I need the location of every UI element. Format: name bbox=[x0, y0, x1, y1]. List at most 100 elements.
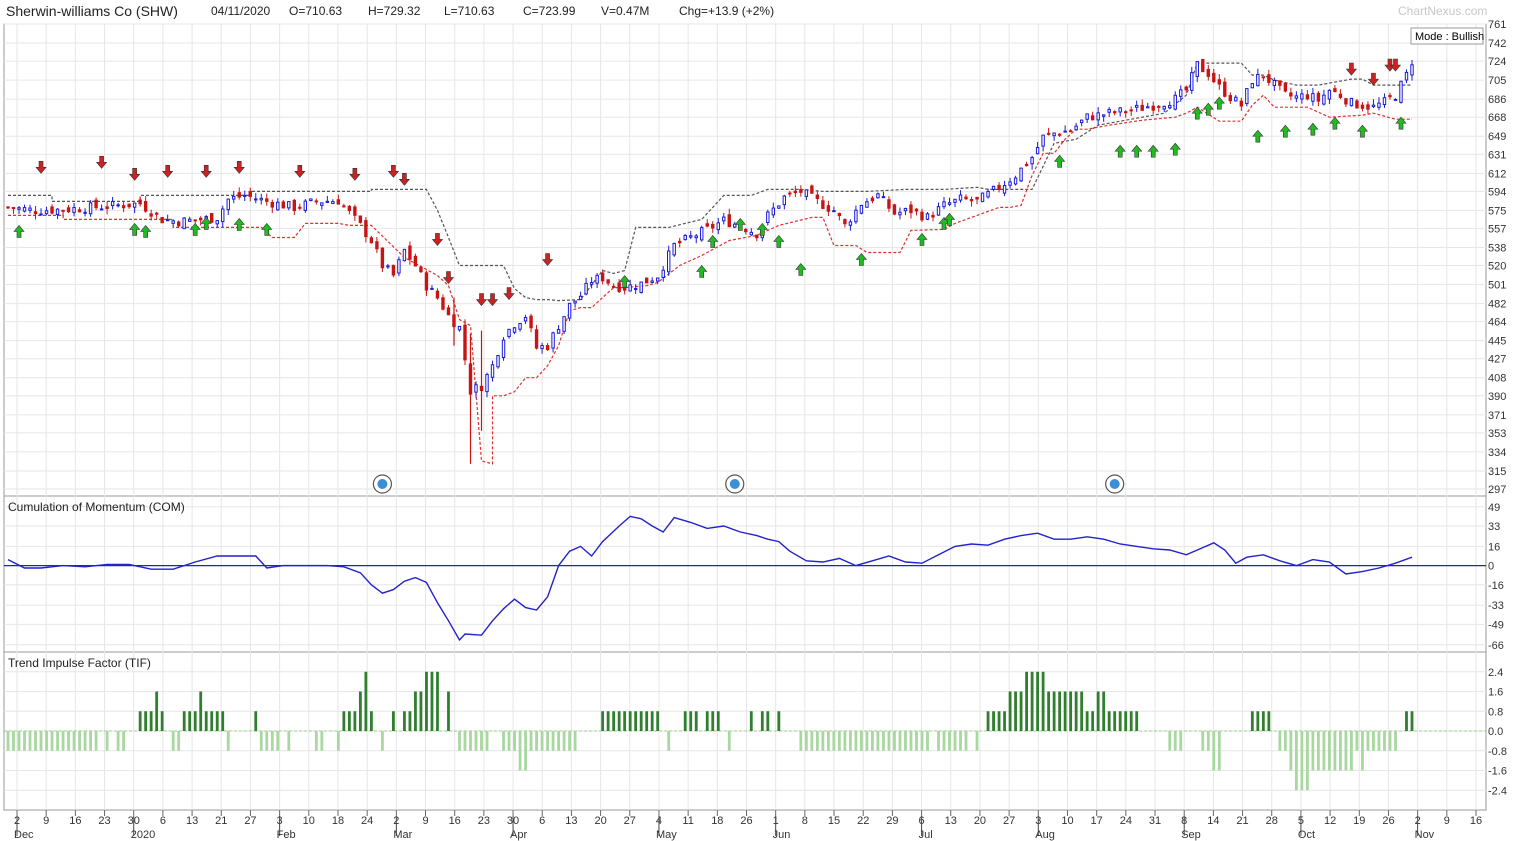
candle-body bbox=[832, 210, 836, 213]
buy-arrow-icon bbox=[707, 234, 719, 248]
tif-bar bbox=[1355, 731, 1359, 751]
sell-arrow-icon bbox=[1389, 58, 1402, 72]
candle-body bbox=[727, 214, 731, 228]
candle-body bbox=[744, 228, 748, 233]
candle-body bbox=[309, 198, 313, 202]
header-low: L=710.63 bbox=[444, 4, 495, 18]
tif-bar bbox=[276, 731, 280, 751]
candle-body bbox=[870, 197, 875, 202]
candle-body bbox=[397, 259, 401, 274]
tif-bar bbox=[1135, 711, 1139, 731]
candle-body bbox=[364, 220, 368, 238]
candle-body bbox=[1101, 114, 1106, 117]
candle-body bbox=[1140, 104, 1144, 111]
candle-body bbox=[633, 288, 638, 291]
candle-body bbox=[1074, 125, 1078, 131]
candle-body bbox=[1024, 163, 1029, 167]
candle-body bbox=[804, 189, 809, 197]
x-tick-label: 20 bbox=[594, 815, 606, 827]
candle-body bbox=[435, 290, 440, 299]
tif-bar bbox=[1377, 731, 1381, 751]
x-tick-label: 16 bbox=[1470, 815, 1482, 827]
buy-arrow-icon bbox=[696, 265, 708, 278]
candle-body bbox=[507, 328, 511, 338]
x-tick-label: 6 bbox=[539, 815, 545, 827]
candle-body bbox=[931, 214, 935, 218]
candle-body bbox=[243, 194, 247, 197]
tif-bar bbox=[414, 691, 417, 731]
candle-body bbox=[1052, 132, 1056, 137]
x-tick-label: 13 bbox=[186, 815, 198, 827]
candle-body bbox=[1283, 82, 1288, 92]
price-y-tick-label: 390 bbox=[1488, 391, 1506, 403]
tif-bar bbox=[204, 711, 208, 731]
candle-body bbox=[1239, 100, 1244, 107]
candle-body bbox=[551, 332, 555, 349]
month-label: Nov bbox=[1415, 829, 1435, 841]
tif-bar bbox=[1206, 731, 1210, 751]
candle-body bbox=[380, 247, 385, 269]
tif-bar bbox=[1289, 731, 1293, 771]
candle-body bbox=[881, 196, 886, 199]
x-tick-label: 9 bbox=[422, 815, 428, 827]
candle-body bbox=[402, 248, 407, 262]
com-title: Cumulation of Momentum (COM) bbox=[8, 500, 185, 514]
tif-bar bbox=[61, 731, 65, 751]
tif-bar bbox=[843, 731, 847, 751]
candle-body bbox=[1068, 130, 1073, 133]
candle-body bbox=[655, 277, 660, 282]
price-y-tick-label: 371 bbox=[1488, 410, 1506, 422]
tif-y-tick-label: -2.4 bbox=[1488, 785, 1507, 797]
price-y-tick-label: 482 bbox=[1488, 299, 1506, 311]
tif-bar bbox=[392, 711, 395, 731]
tif-bar bbox=[1217, 731, 1221, 771]
candle-body bbox=[1393, 98, 1398, 101]
candle-body bbox=[1272, 79, 1277, 87]
candle-body bbox=[534, 329, 539, 349]
price-panel bbox=[3, 23, 1487, 497]
tif-bar bbox=[1261, 711, 1265, 731]
candle-body bbox=[1179, 89, 1183, 97]
candle-body bbox=[199, 217, 203, 221]
price-y-tick-label: 520 bbox=[1488, 261, 1506, 273]
tif-bar bbox=[860, 731, 863, 751]
candle-body bbox=[353, 206, 357, 216]
candle-body bbox=[595, 274, 599, 284]
candle-body bbox=[408, 245, 412, 260]
tif-bar bbox=[518, 731, 522, 771]
candle-body bbox=[876, 193, 880, 199]
tif-bar bbox=[1118, 711, 1122, 731]
candle-body bbox=[171, 220, 175, 224]
price-y-tick-label: 631 bbox=[1488, 149, 1506, 161]
candle-body bbox=[1333, 88, 1337, 93]
tif-y-tick-label: 0.8 bbox=[1488, 706, 1503, 718]
tif-bar bbox=[904, 731, 907, 751]
candle-body bbox=[501, 339, 506, 359]
candle-body bbox=[165, 219, 170, 222]
tif-bar bbox=[1058, 691, 1062, 731]
candle-body bbox=[160, 217, 164, 224]
candle-body bbox=[644, 277, 649, 284]
tif-bar bbox=[215, 711, 219, 731]
candle-body bbox=[705, 223, 709, 227]
candle-body bbox=[1195, 61, 1199, 77]
candle-body bbox=[485, 373, 489, 393]
candle-body bbox=[1107, 108, 1111, 113]
candle-body bbox=[1184, 86, 1188, 91]
price-y-tick-label: 315 bbox=[1488, 466, 1506, 478]
tif-bar bbox=[546, 731, 549, 751]
tif-bar bbox=[639, 711, 643, 731]
candle-body bbox=[672, 242, 676, 256]
candle-body bbox=[925, 213, 930, 220]
candle-body bbox=[512, 327, 517, 333]
sell-arrow-icon bbox=[95, 156, 108, 169]
x-tick-label: 12 bbox=[1324, 815, 1336, 827]
tif-bar bbox=[436, 671, 439, 731]
candle-body bbox=[1305, 94, 1310, 100]
candle-body bbox=[573, 300, 577, 304]
candle-body bbox=[865, 201, 869, 208]
candle-body bbox=[837, 212, 842, 217]
sell-arrow-icon bbox=[294, 165, 306, 178]
month-label: Sep bbox=[1181, 829, 1201, 841]
header-change: Chg=+13.9 (+2%) bbox=[679, 4, 774, 18]
